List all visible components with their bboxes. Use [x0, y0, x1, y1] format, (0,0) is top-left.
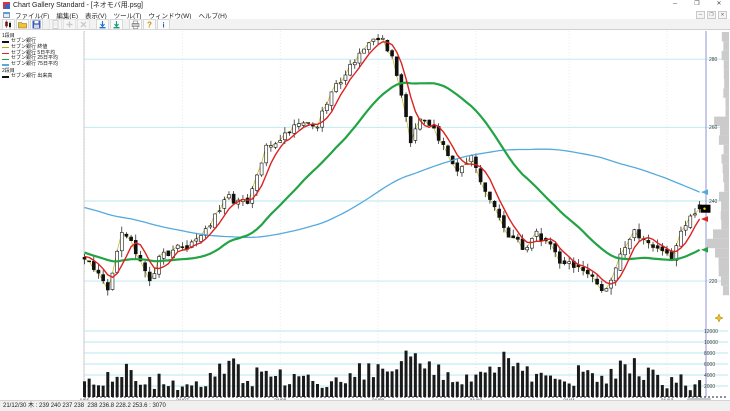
svg-text:10000: 10000: [704, 340, 718, 346]
legend-swatch-icon: [2, 47, 9, 49]
floppy-icon: [32, 20, 41, 28]
add-button[interactable]: [63, 18, 76, 30]
window-title: Chart Gallery Standard - [ネオモバ用.psg]: [13, 2, 143, 9]
child-window-controls: ─ ❐ ✕: [696, 11, 727, 19]
legend-item: セブン銀行 終値: [2, 43, 58, 51]
legend-item: セブン銀行 75日平均: [2, 61, 58, 68]
window-controls: ─ ❐ ✕: [664, 0, 730, 10]
cross-icon: [80, 21, 87, 27]
legend-swatch-icon: [2, 76, 9, 78]
menu-item-4[interactable]: ウィンドウ(W): [148, 12, 192, 20]
about-button[interactable]: i: [157, 18, 170, 30]
print-button[interactable]: [129, 18, 142, 30]
update-all-button[interactable]: [110, 18, 123, 30]
folder-icon: [18, 21, 27, 28]
toolbar: ? i: [0, 18, 730, 30]
child-close-button[interactable]: ✕: [718, 11, 727, 19]
svg-text:220: 220: [709, 279, 718, 285]
menu-bar: ファイル(F) 編集(E) 表示(V) ツール(T) ウィンドウ(W) ヘルプ(H): [0, 10, 730, 20]
child-restore-button[interactable]: ❐: [707, 11, 716, 19]
svg-text:280: 280: [709, 57, 718, 63]
status-bar: 21/12/30 木 : 239 240 237 238 238 236.8 2…: [0, 400, 730, 411]
save-file-button[interactable]: [30, 18, 43, 30]
menu-items: ファイル(F) 編集(E) 表示(V) ツール(T) ウィンドウ(W) ヘルプ(H): [15, 10, 234, 20]
svg-text:8000: 8000: [704, 351, 715, 357]
candle-icon: [5, 20, 11, 28]
svg-text:4000: 4000: [704, 373, 715, 379]
legend-label: セブン銀行 75日平均: [11, 61, 58, 68]
chart-area[interactable]: 280260240220120001000080006000400020001/…: [0, 30, 730, 405]
legend-label: セブン銀行: [11, 38, 37, 44]
legend-label: セブン銀行 5日平均: [11, 49, 56, 56]
menu-item-1[interactable]: 編集(E): [56, 12, 78, 20]
down2-icon: [113, 20, 120, 28]
app-icon: [3, 1, 10, 9]
legend-item: セブン銀行: [2, 38, 58, 45]
open-file-button[interactable]: [16, 18, 29, 30]
legend-label: セブン銀行 出来高: [11, 72, 53, 79]
title-bar: Chart Gallery Standard - [ネオモバ用.psg] ─ ❐…: [0, 0, 730, 10]
menu-item-5[interactable]: ヘルプ(H): [198, 12, 227, 20]
menu-item-3[interactable]: ツール(T): [113, 12, 142, 20]
horizontal-scrollbar-thumb[interactable]: [687, 398, 711, 401]
legend-swatch-icon: [2, 64, 9, 66]
minimize-button[interactable]: ─: [672, 1, 678, 7]
document-icon[interactable]: [3, 11, 10, 18]
help-button[interactable]: ?: [143, 18, 156, 30]
legend-label: セブン銀行 25日平均: [11, 55, 58, 62]
svg-text:12000: 12000: [704, 329, 718, 335]
legend-panel-title-2: 2段目: [2, 67, 15, 74]
svg-text:2000: 2000: [704, 384, 715, 390]
legend-swatch-icon: [2, 41, 9, 43]
legend-swatch-icon: [2, 58, 9, 60]
svg-text:?: ?: [147, 20, 152, 29]
legend-item: セブン銀行 25日平均: [2, 56, 58, 62]
printer-icon: [131, 20, 140, 29]
legend-item: セブン銀行 5日平均: [2, 49, 58, 57]
legend-panel-title-1: 1段目: [2, 33, 15, 39]
svg-text:i: i: [162, 20, 164, 29]
legend-swatch-icon: [2, 52, 9, 55]
copy-button[interactable]: [49, 18, 62, 30]
close-button[interactable]: ✕: [716, 1, 722, 7]
help-icon: ?: [147, 20, 152, 29]
svg-text:260: 260: [709, 125, 718, 131]
legend-label: セブン銀行 終値: [11, 43, 48, 50]
restore-button[interactable]: ❐: [694, 1, 700, 7]
status-quote-text: 21/12/30 木 : 239 240 237 238 238 236.8 2…: [3, 403, 166, 409]
menu-item-0[interactable]: ファイル(F): [15, 12, 50, 20]
chart-button[interactable]: [2, 18, 15, 30]
stock-chart-canvas[interactable]: 280260240220120001000080006000400020001/…: [0, 30, 730, 405]
child-minimize-button[interactable]: ─: [696, 11, 705, 19]
svg-text:6000: 6000: [704, 362, 715, 368]
chart-legend: 1段目 セブン銀行 セブン銀行 終値 セブン銀行 5日平均 セブン銀行 25日平均 セブン…: [2, 33, 58, 80]
plus-icon: [66, 21, 73, 27]
down1-icon: [99, 20, 106, 28]
update-daily-button[interactable]: [96, 18, 109, 30]
menu-item-2[interactable]: 表示(V): [84, 12, 107, 20]
delete-button[interactable]: [77, 18, 90, 30]
legend-item: セブン銀行 出来高: [2, 72, 58, 80]
page-icon: [52, 19, 59, 29]
svg-text:240: 240: [709, 199, 718, 205]
info-icon: i: [162, 20, 164, 29]
